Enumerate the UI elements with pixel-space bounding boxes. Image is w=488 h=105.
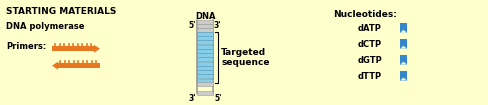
Polygon shape: [399, 46, 406, 49]
Text: STARTING MATERIALS: STARTING MATERIALS: [6, 7, 116, 16]
Bar: [399, 39, 406, 49]
Text: dATP: dATP: [357, 24, 381, 33]
Bar: [197, 91, 213, 95]
Bar: [197, 49, 213, 53]
Bar: [197, 53, 213, 57]
Polygon shape: [52, 62, 58, 70]
Bar: [197, 79, 213, 83]
Bar: [197, 62, 213, 66]
Text: DNA: DNA: [194, 12, 215, 21]
Bar: [197, 74, 213, 78]
Text: dCTP: dCTP: [357, 40, 381, 49]
Bar: [197, 36, 213, 40]
Bar: [399, 71, 406, 81]
Bar: [399, 55, 406, 65]
Text: 5': 5': [214, 94, 221, 102]
Text: Nucleotides:: Nucleotides:: [332, 10, 396, 19]
Text: 3': 3': [214, 21, 221, 30]
Bar: [58, 63, 100, 68]
Bar: [197, 45, 213, 49]
Bar: [197, 57, 213, 61]
Text: Targeted
sequence: Targeted sequence: [221, 47, 269, 67]
Text: dTTP: dTTP: [357, 72, 381, 81]
Bar: [197, 32, 213, 36]
Text: 5': 5': [188, 21, 196, 30]
Polygon shape: [399, 62, 406, 65]
Polygon shape: [399, 78, 406, 81]
Bar: [197, 70, 213, 74]
Bar: [197, 40, 213, 44]
Bar: [197, 66, 213, 70]
Text: DNA polymerase: DNA polymerase: [6, 22, 84, 31]
Bar: [52, 46, 94, 51]
Polygon shape: [399, 30, 406, 33]
Bar: [197, 28, 213, 32]
Text: 3': 3': [188, 94, 196, 102]
Bar: [197, 20, 213, 24]
Text: dGTP: dGTP: [357, 56, 382, 65]
Text: Primers:: Primers:: [6, 42, 46, 51]
Bar: [197, 82, 213, 86]
Bar: [197, 24, 213, 28]
Polygon shape: [94, 45, 100, 53]
Bar: [399, 23, 406, 33]
